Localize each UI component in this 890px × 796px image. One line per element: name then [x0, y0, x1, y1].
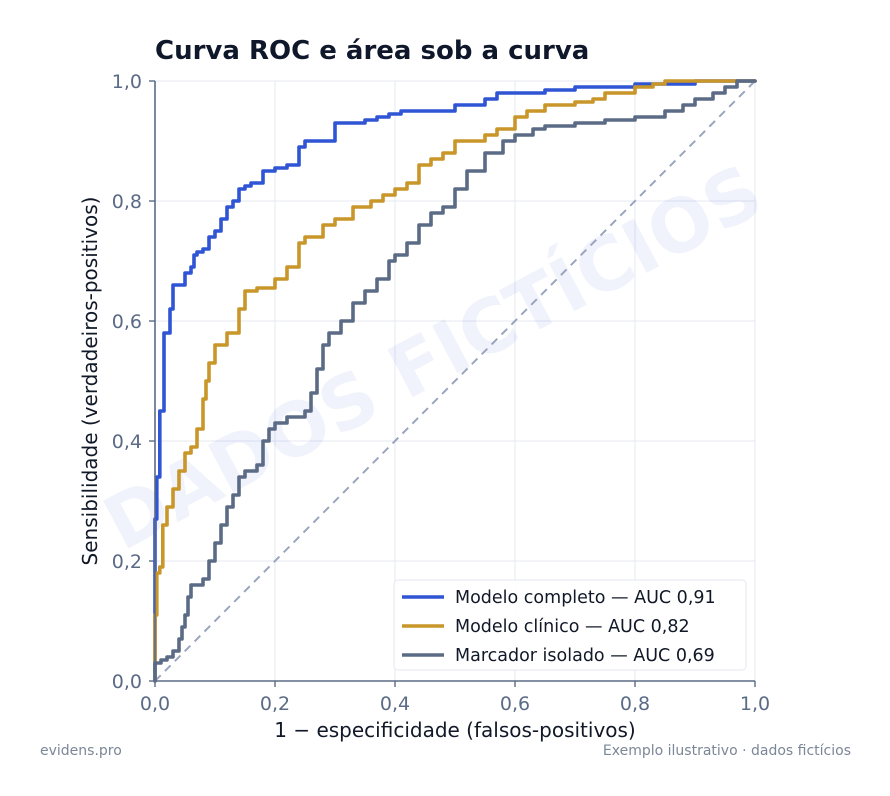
footer-note: Exemplo ilustrativo · dados fictícios: [603, 743, 851, 759]
watermark: DADOS FICTÍCIOS: [90, 147, 776, 568]
x-tick-label: 0,8: [620, 693, 650, 715]
series-line-1: [153, 79, 757, 683]
y-axis-ticks: 0,0 0,2 0,4 0,6 0,8 1,0: [112, 71, 155, 693]
legend-label-1: Modelo clínico — AUC 0,82: [455, 617, 690, 637]
y-tick-label: 0,4: [112, 431, 142, 453]
reference-diagonal-line: [154, 80, 756, 682]
legend-label-2: Marcador isolado — AUC 0,69: [455, 646, 715, 666]
x-tick-label: 0,2: [260, 693, 290, 715]
x-tick-label: 0,4: [380, 693, 410, 715]
x-tick-label: 1,0: [740, 693, 770, 715]
y-tick-label: 0,6: [112, 311, 142, 333]
y-tick-label: 0,2: [112, 551, 142, 573]
legend: Modelo completo — AUC 0,91 Modelo clínico…: [393, 579, 747, 671]
y-tick-label: 0,0: [112, 671, 142, 693]
y-axis-label: Sensibilidade (verdadeiros-positivos): [78, 197, 102, 566]
series-line-0: [153, 79, 757, 683]
series-line-2: [153, 79, 757, 683]
grid-lines: [154, 80, 756, 682]
y-tick-label: 0,8: [112, 191, 142, 213]
chart-title: Curva ROC e área sob a curva: [155, 36, 589, 66]
x-tick-label: 0,0: [140, 693, 170, 715]
x-axis-label: 1 − especificidade (falsos-positivos): [274, 718, 635, 742]
legend-label-0: Modelo completo — AUC 0,91: [455, 588, 716, 608]
y-tick-label: 1,0: [112, 71, 142, 93]
footer-source: evidens.pro: [40, 743, 122, 759]
series-layer: [153, 79, 757, 683]
x-tick-label: 0,6: [500, 693, 530, 715]
x-axis-ticks: 0,0 0,2 0,4 0,6 0,8 1,0: [140, 681, 770, 715]
legend-box: [393, 579, 747, 671]
